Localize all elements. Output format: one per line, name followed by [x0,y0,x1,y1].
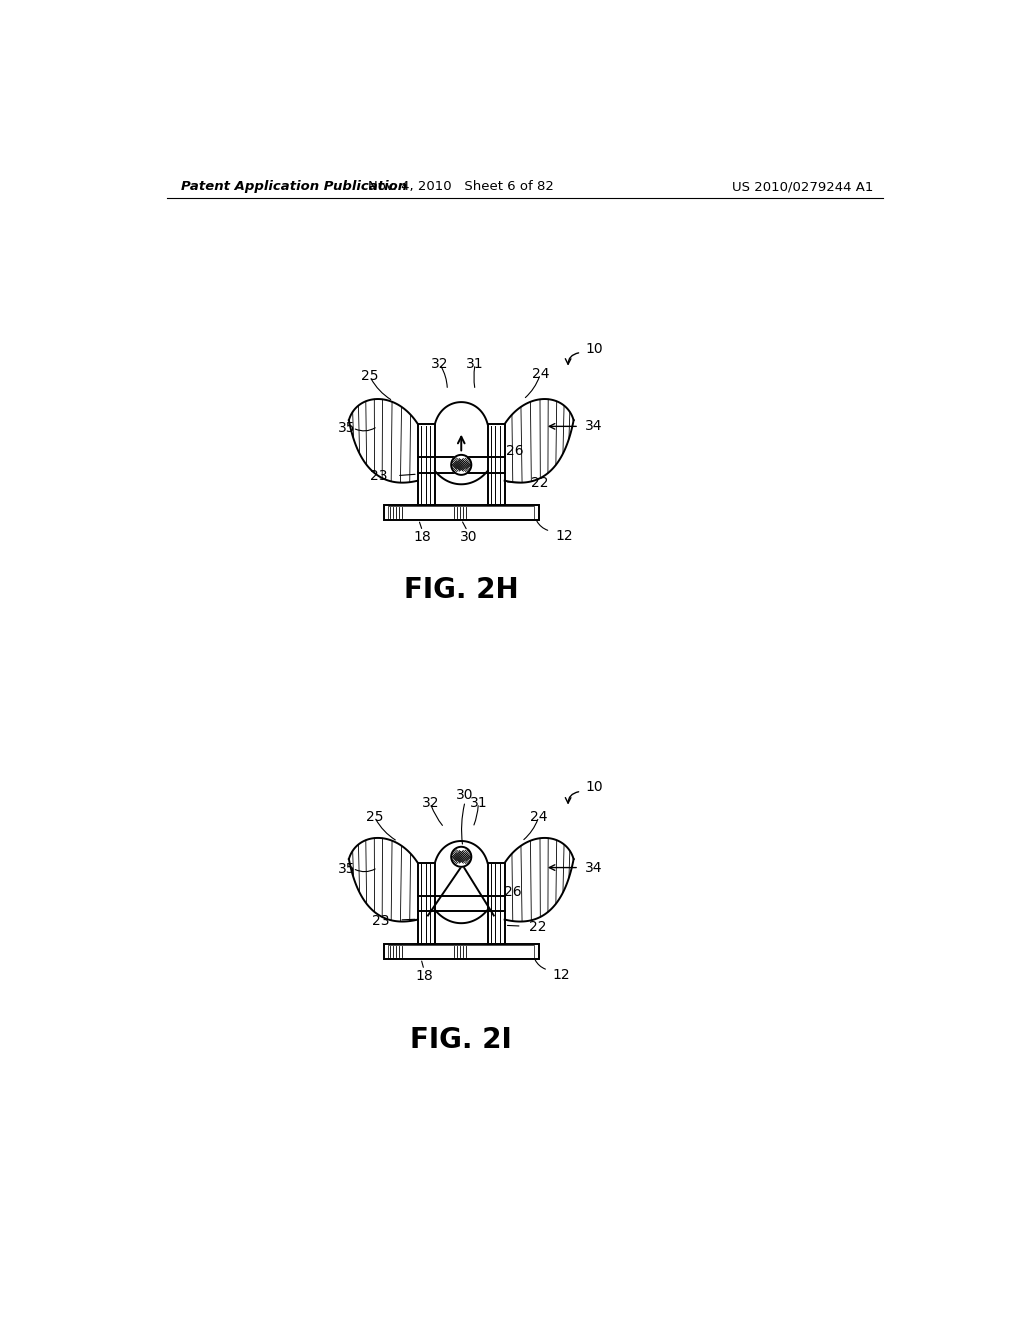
Text: 35: 35 [338,862,355,876]
Text: 25: 25 [361,370,379,383]
Bar [418,424,435,506]
Text: 30: 30 [460,531,478,544]
Text: 12: 12 [556,529,573,543]
Text: Nov. 4, 2010   Sheet 6 of 82: Nov. 4, 2010 Sheet 6 of 82 [369,181,554,194]
Text: 35: 35 [338,421,355,434]
Bar [487,863,505,944]
Text: 26: 26 [506,444,524,458]
Text: 31: 31 [469,796,487,810]
Text: 22: 22 [529,920,547,933]
Text: 34: 34 [586,420,603,433]
Text: FIG. 2I: FIG. 2I [411,1026,512,1055]
Text: 32: 32 [422,796,439,810]
Text: 18: 18 [415,969,433,983]
Text: US 2010/0279244 A1: US 2010/0279244 A1 [732,181,873,194]
Text: 24: 24 [531,367,549,381]
Text: 22: 22 [531,477,549,490]
Bar [418,863,435,944]
Text: 30: 30 [457,788,474,803]
Text: 10: 10 [586,780,603,795]
Text: 18: 18 [414,531,431,544]
Text: 12: 12 [553,968,570,982]
Text: 10: 10 [586,342,603,355]
Text: FIG. 2H: FIG. 2H [403,576,518,603]
Text: Patent Application Publication: Patent Application Publication [180,181,407,194]
Text: 26: 26 [504,886,521,899]
Text: 23: 23 [373,913,390,928]
Text: 31: 31 [466,356,484,371]
Text: 23: 23 [370,469,388,483]
Bar [388,507,535,519]
Bar [388,945,535,958]
Polygon shape [452,455,471,475]
Text: 32: 32 [431,356,449,371]
Text: 34: 34 [586,861,603,875]
Bar [384,506,539,520]
Bar [384,944,539,960]
Polygon shape [452,847,471,867]
Text: 25: 25 [366,809,383,824]
Bar [487,424,505,506]
Text: 24: 24 [530,809,548,824]
